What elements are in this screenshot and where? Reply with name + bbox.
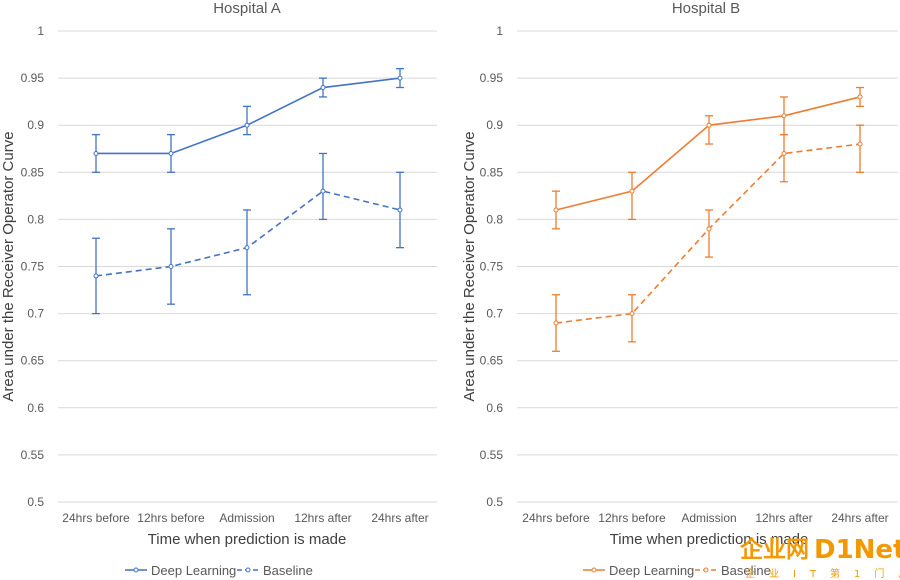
y-tick-label: 1 <box>496 24 503 38</box>
y-tick-label: 0.7 <box>486 307 503 321</box>
y-tick-label: 0.95 <box>480 71 504 85</box>
data-point <box>244 245 250 251</box>
x-tick-label: Admission <box>219 511 274 525</box>
data-point <box>93 150 99 156</box>
legend-label: Baseline <box>263 563 313 578</box>
watermark-subtitle: 企业IT第1门户 <box>745 567 900 580</box>
watermark-text-right: D1Net <box>814 535 900 565</box>
legend-label: Deep Learning <box>151 563 236 578</box>
y-axis-label: Area under the Receiver Operator Curve <box>461 131 478 401</box>
y-tick-label: 0.8 <box>27 212 44 226</box>
chart-hospital-a: Hospital A 0.5 0.55 0.6 0.65 0.7 0.75 0.8 0.85 0.… <box>0 0 437 578</box>
x-axis-label: Time when prediction is made <box>610 531 809 548</box>
legend-marker <box>133 567 139 573</box>
series-line-baseline <box>95 190 401 277</box>
x-tick-label: 24hrs after <box>371 511 428 525</box>
y-tick-label: 0.65 <box>480 354 504 368</box>
data-point <box>244 122 250 128</box>
legend-marker <box>591 567 597 573</box>
data-point <box>397 75 403 81</box>
data-point <box>781 113 787 119</box>
x-tick-label: 24hrs before <box>62 511 130 525</box>
watermark-text-left: 企业网 <box>739 536 809 563</box>
d1net-watermark-logo: 企业网 D1Net 企业IT第1门户 <box>739 535 900 580</box>
y-tick-label: 0.5 <box>486 495 503 509</box>
y-tick-label: 0.95 <box>21 71 45 85</box>
y-tick-label: 1 <box>37 24 44 38</box>
y-tick-label: 0.85 <box>480 165 504 179</box>
series-line-deep-learning <box>96 77 401 155</box>
y-tick-label: 0.9 <box>486 118 503 132</box>
chart-title: Hospital B <box>672 0 740 17</box>
y-tick-label: 0.85 <box>21 165 45 179</box>
data-point <box>629 188 635 194</box>
x-tick-label: 12hrs after <box>294 511 351 525</box>
data-point <box>397 207 403 213</box>
x-tick-label: 12hrs before <box>137 511 205 525</box>
y-tick-label: 0.8 <box>486 212 503 226</box>
legend-label: Deep Learning <box>609 563 694 578</box>
y-tick-label: 0.6 <box>486 401 503 415</box>
x-tick-label: 12hrs before <box>598 511 666 525</box>
y-tick-label: 0.75 <box>21 260 45 274</box>
legend-marker <box>703 567 709 573</box>
data-point <box>857 141 863 147</box>
x-tick-label: 24hrs after <box>831 511 888 525</box>
series-line-deep-learning <box>555 96 861 211</box>
data-point <box>706 226 712 232</box>
data-point <box>629 311 635 317</box>
x-tick-label: Admission <box>681 511 736 525</box>
data-point <box>168 150 174 156</box>
y-tick-label: 0.9 <box>27 118 44 132</box>
series-line-baseline <box>555 143 861 324</box>
x-tick-label: 24hrs before <box>522 511 590 525</box>
data-point <box>93 273 99 279</box>
y-tick-label: 0.6 <box>27 401 44 415</box>
y-tick-label: 0.55 <box>480 448 504 462</box>
chart-title: Hospital A <box>213 0 281 17</box>
data-point <box>168 264 174 269</box>
data-point <box>706 122 712 128</box>
data-point <box>553 320 559 326</box>
y-tick-label: 0.75 <box>480 260 504 274</box>
data-point <box>320 188 326 194</box>
data-point <box>857 94 863 100</box>
data-point <box>553 207 559 213</box>
y-tick-label: 0.5 <box>27 495 44 509</box>
y-tick-label: 0.65 <box>21 354 45 368</box>
x-axis-label: Time when prediction is made <box>148 531 347 548</box>
legend-label: Baseline <box>721 563 771 578</box>
y-axis-label: Area under the Receiver Operator Curve <box>0 131 17 401</box>
data-point <box>781 150 787 156</box>
legend-marker <box>245 567 251 573</box>
chart-hospital-b: Hospital B 0.5 0.55 0.6 0.65 0.7 0.75 0.8 0.85 0.… <box>461 0 898 578</box>
x-tick-label: 12hrs after <box>755 511 812 525</box>
y-tick-label: 0.55 <box>21 448 45 462</box>
data-point <box>320 85 326 91</box>
y-tick-label: 0.7 <box>27 307 44 321</box>
